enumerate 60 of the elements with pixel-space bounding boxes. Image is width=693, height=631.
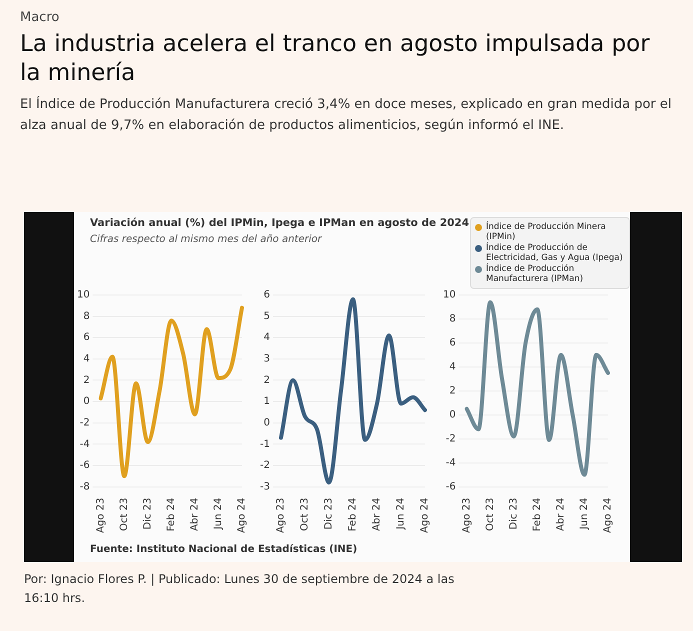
x-tick-label: Jun 24 bbox=[579, 498, 590, 530]
y-tick-label: 4 bbox=[83, 354, 90, 365]
y-tick-label: -3 bbox=[260, 481, 270, 492]
x-tick-label: Ago 24 bbox=[420, 498, 431, 534]
y-tick-label: 5 bbox=[264, 310, 270, 322]
x-tick-label: Jun 24 bbox=[213, 498, 224, 530]
x-tick-label: Feb 24 bbox=[348, 498, 359, 532]
x-tick-label: Feb 24 bbox=[166, 498, 177, 532]
y-tick-label: 6 bbox=[449, 338, 456, 349]
y-tick-label: 0 bbox=[83, 396, 90, 408]
y-tick-label: -8 bbox=[80, 481, 90, 492]
text: Macro bbox=[20, 10, 60, 25]
x-tick-label: Dic 23 bbox=[142, 498, 154, 530]
chart-subtitle: Cifras respecto al mismo mes del año anterior bbox=[90, 234, 322, 245]
y-tick-label: 2 bbox=[264, 374, 270, 386]
x-tick-label: Oct 23 bbox=[484, 498, 496, 531]
text: La industria acelera el tranco en agosto impulsada por la minería bbox=[20, 30, 651, 88]
x-tick-label: Ago 24 bbox=[602, 498, 614, 534]
text: El Índice de Producción Manufacturera creció 3,4% en doce meses, explicado en gran medida por el alza anual de 9,7% en elaboración de productos alimenticios, según informó el INE. bbox=[20, 95, 672, 135]
y-tick-label: 0 bbox=[449, 409, 456, 420]
legend-label: Índice de Producción Manufacturera (IPMan) bbox=[486, 264, 584, 284]
y-tick-label: 6 bbox=[264, 290, 270, 301]
y-tick-label: -4 bbox=[80, 438, 90, 450]
y-tick-label: -2 bbox=[260, 460, 270, 472]
y-tick-label: 6 bbox=[83, 332, 90, 344]
text: Variación anual (%) del IPMin, Ipega e IPMan en agosto de 2024 bbox=[90, 217, 470, 229]
legend-label: Índice de Producción de Electricidad, Gas y Agua (Ipega) bbox=[486, 243, 624, 263]
y-tick-label: 2 bbox=[449, 385, 456, 396]
legend-label: Índice de Producción Minera (IPMin) bbox=[486, 222, 607, 242]
y-tick-label: -1 bbox=[260, 438, 270, 450]
x-tick-label: Oct 23 bbox=[118, 498, 130, 531]
y-tick-label: 2 bbox=[83, 374, 90, 386]
y-tick-label: 10 bbox=[76, 290, 90, 301]
x-tick-label: Dic 23 bbox=[508, 498, 520, 530]
x-tick-label: Abr 24 bbox=[556, 498, 566, 531]
x-tick-label: Abr 24 bbox=[190, 498, 200, 531]
x-tick-label: Oct 23 bbox=[300, 498, 311, 531]
x-tick-label: Ago 23 bbox=[276, 498, 287, 534]
x-tick-label: Abr 24 bbox=[372, 498, 383, 531]
y-tick-label: 1 bbox=[264, 396, 270, 408]
x-tick-label: Ago 23 bbox=[461, 498, 472, 534]
y-tick-label: 10 bbox=[442, 290, 456, 301]
y-tick-label: 4 bbox=[264, 332, 270, 344]
x-tick-label: Dic 23 bbox=[324, 498, 335, 530]
y-tick-label: 3 bbox=[264, 354, 270, 365]
source-note: Fuente: Instituto Nacional de Estadísticas (INE) bbox=[90, 544, 358, 555]
y-tick-label: -6 bbox=[80, 460, 90, 472]
y-tick-label: -2 bbox=[446, 433, 456, 444]
text: Por: Ignacio Flores P. | Publicado: Lunes 30 de septiembre de 2024 a las 16:10 hrs. bbox=[24, 571, 456, 607]
x-tick-label: Ago 24 bbox=[236, 498, 248, 534]
x-tick-label: Jun 24 bbox=[396, 498, 407, 530]
y-tick-label: -2 bbox=[80, 417, 90, 428]
y-tick-label: 8 bbox=[83, 310, 90, 322]
y-tick-label: 4 bbox=[449, 362, 456, 373]
y-tick-label: -4 bbox=[446, 457, 456, 468]
y-tick-label: 8 bbox=[449, 314, 456, 325]
y-tick-label: 0 bbox=[264, 417, 270, 428]
y-tick-label: -6 bbox=[446, 481, 456, 492]
x-tick-label: Feb 24 bbox=[532, 498, 543, 532]
x-tick-label: Ago 23 bbox=[95, 498, 106, 534]
